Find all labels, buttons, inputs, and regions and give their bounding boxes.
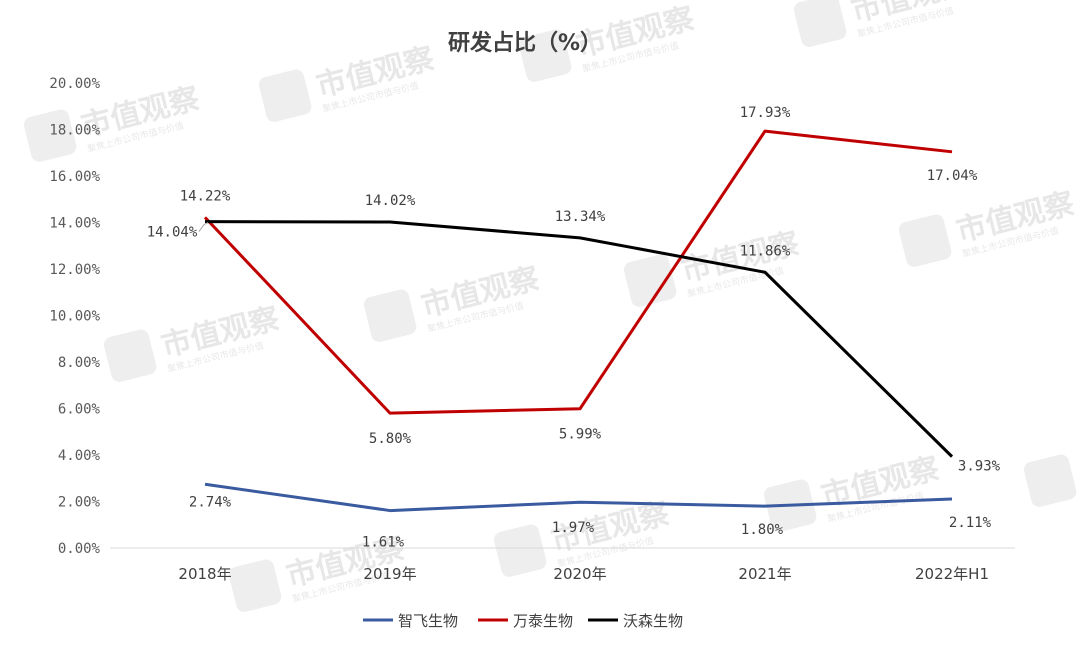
data-label: 11.86% [740,243,791,259]
legend-label: 万泰生物 [513,612,573,630]
data-label: 3.93% [958,459,1001,475]
data-label: 14.04% [147,225,198,241]
y-tick-label: 2.00% [58,495,101,511]
x-tick-label: 2019年 [363,565,416,583]
data-label: 17.93% [740,105,791,121]
x-tick-label: 2021年 [738,565,791,583]
data-label: 13.34% [555,209,606,225]
data-label: 17.04% [927,168,978,184]
y-tick-label: 6.00% [58,402,101,418]
x-tick-label: 2020年 [553,565,606,583]
leader-line [198,222,209,232]
data-label: 1.97% [552,520,595,536]
data-label: 14.02% [365,193,416,209]
y-axis: 0.00% 2.00% 4.00% 6.00% 8.00% 10.00% 12.00% 14.… [49,76,100,557]
x-tick-label: 2022年H1 [915,565,989,583]
data-label: 2.74% [189,494,232,510]
y-tick-label: 18.00% [49,123,100,139]
y-tick-label: 10.00% [49,309,100,325]
series-line [204,220,954,458]
x-axis: 2018年 2019年 2020年 2021年 2022年H1 [110,547,1015,583]
data-label: 5.99% [559,427,602,443]
series-line [204,482,953,513]
legend-label: 沃森生物 [623,612,683,630]
y-tick-label: 16.00% [49,169,100,185]
data-label: 1.61% [362,535,405,551]
y-tick-label: 8.00% [58,355,101,371]
data-label: 2.11% [949,515,992,531]
x-tick-label: 2018年 [178,565,231,583]
y-tick-label: 4.00% [58,448,101,464]
data-label: 1.80% [741,522,784,538]
series-line [203,129,953,415]
data-label: 5.80% [369,431,412,447]
y-tick-label: 0.00% [58,541,101,557]
chart-title: 研发占比（%） [448,30,602,56]
legend: 智飞生物 万泰生物 沃森生物 [363,612,683,630]
y-tick-label: 20.00% [49,76,100,92]
y-tick-label: 14.00% [49,216,100,232]
series-layer [203,129,954,513]
y-tick-label: 12.00% [49,262,100,278]
data-label: 14.22% [180,188,231,204]
legend-label: 智飞生物 [398,612,458,630]
watermark-text: 市值观察 [1078,426,1080,489]
data-labels: 2.74% 1.61% 1.97% 1.80% 2.11% 14.22% 5.80% 5.99… [147,105,1001,550]
